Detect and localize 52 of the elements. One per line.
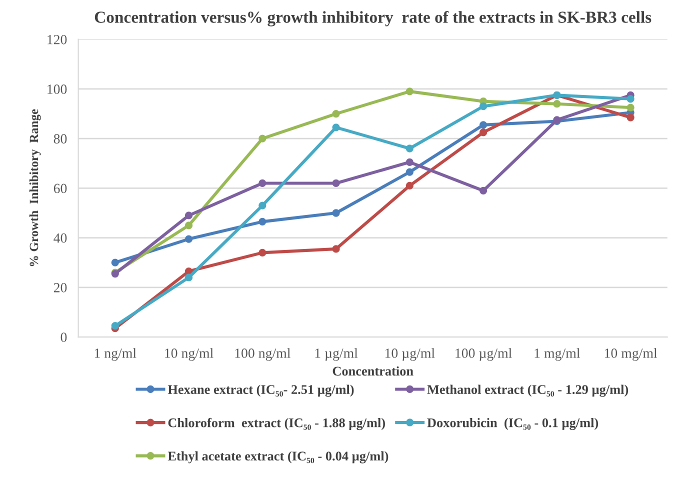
y-tick-label: 100 xyxy=(48,84,67,94)
point xyxy=(553,100,561,108)
point xyxy=(258,202,266,210)
y-tick-label: 20 xyxy=(54,282,67,292)
point xyxy=(332,110,340,118)
x-tick-label: 100 ng/ml xyxy=(235,348,290,361)
point xyxy=(479,121,488,129)
x-tick-label: 1 mg/ml xyxy=(534,348,580,361)
y-tick-label: 0 xyxy=(60,332,67,342)
point xyxy=(258,134,266,142)
point xyxy=(406,182,414,190)
y-tick-label: 80 xyxy=(54,134,67,144)
x-axis-title: Concentration xyxy=(332,366,414,376)
point xyxy=(479,128,488,136)
legend-label: Doxorubicin (IC₅₀ - 0.1 µg/ml) xyxy=(427,418,598,430)
chart-title: Concentration versus% growth inhibitory rate of the extracts in SK-BR3 cells xyxy=(94,10,652,26)
y-axis-title: % Growth Inhibitory Range xyxy=(29,109,41,266)
point xyxy=(184,274,193,282)
point xyxy=(258,248,266,257)
x-tick-label: 1 µg/ml xyxy=(315,348,358,361)
point xyxy=(626,104,634,112)
point xyxy=(406,88,414,96)
point xyxy=(258,218,266,226)
y-tick-label: 120 xyxy=(48,34,67,44)
point xyxy=(626,95,634,103)
point xyxy=(184,235,193,243)
x-tick-label: 1 ng/ml xyxy=(94,348,136,361)
point xyxy=(332,179,340,188)
point xyxy=(111,258,119,266)
legend-label: Methanol extract (IC₅₀ - 1.29 µg/ml) xyxy=(427,384,628,397)
point xyxy=(626,114,634,122)
y-tick-label: 40 xyxy=(54,233,67,243)
legend-label: Chloroform extract (IC₅₀ - 1.88 µg/ml) xyxy=(168,418,385,430)
point xyxy=(479,186,488,194)
x-tick-label: 10 mg/ml xyxy=(604,348,658,361)
x-tick-label: 10 ng/ml xyxy=(165,348,214,361)
x-tick-label: 100 µg/ml xyxy=(456,348,512,361)
point xyxy=(258,179,266,188)
point xyxy=(184,212,193,220)
point xyxy=(406,168,414,176)
legend-label: Ethyl acetate extract (IC₅₀ - 0.04 µg/ml) xyxy=(168,451,388,464)
point xyxy=(332,245,340,253)
legend-label: Hexane extract (IC₅₀- 2.51 µg/ml) xyxy=(168,384,354,397)
point xyxy=(479,102,488,110)
point xyxy=(406,144,414,152)
y-tick-label: 60 xyxy=(54,184,67,194)
point xyxy=(406,158,414,166)
point xyxy=(111,322,119,330)
point xyxy=(184,222,193,230)
point xyxy=(332,124,340,132)
point xyxy=(332,209,340,217)
x-tick-label: 10 µg/ml xyxy=(385,348,435,361)
